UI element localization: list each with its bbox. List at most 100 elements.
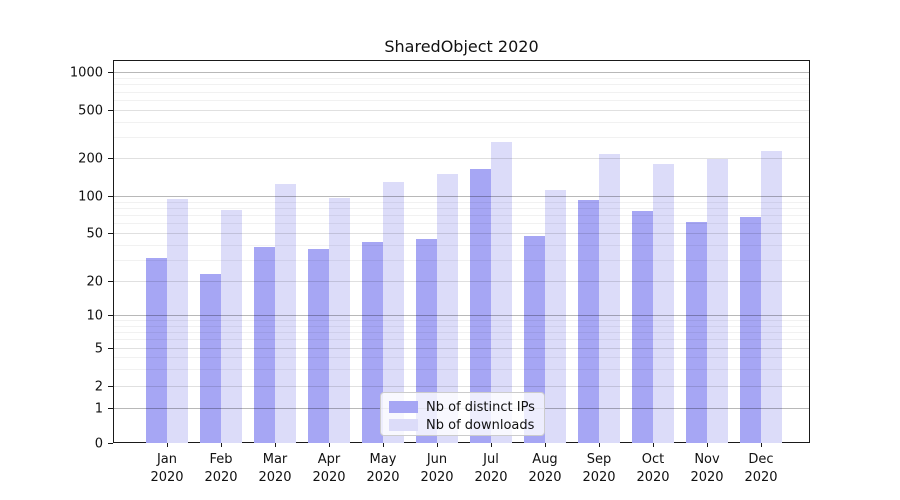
y-tick-label: 50 [86,226,103,241]
x-tick-mark [599,443,600,447]
gridline [114,244,809,246]
bar [578,199,599,443]
bar [362,242,383,443]
legend-item: Nb of distinct IPs [389,398,536,416]
bar [707,158,728,443]
gridline [114,207,809,209]
x-tick-mark [653,443,654,447]
x-tick-label: Jun 2020 [420,452,454,485]
x-tick-label: Jan 2020 [150,452,184,485]
bar [632,211,653,443]
bar [470,168,491,443]
bar [524,236,545,443]
y-tick-mark [108,386,113,387]
x-tick-label: Mar 2020 [258,452,292,485]
bar [308,248,329,443]
x-tick-label: Feb 2020 [204,452,238,485]
y-tick-label: 1000 [69,65,103,80]
y-tick-mark [108,408,113,409]
gridline [114,121,809,123]
legend: Nb of distinct IPs Nb of downloads [380,392,545,436]
x-tick-mark [437,443,438,447]
y-tick-label: 1 [94,401,103,416]
gridline [114,331,809,333]
x-tick-mark [491,443,492,447]
y-tick-mark [108,348,113,349]
legend-swatch [389,401,418,413]
y-tick-label: 10 [86,308,103,323]
gridline [114,348,809,349]
gridline [114,158,809,159]
gridline [114,386,809,387]
y-tick-label: 200 [78,151,103,166]
y-tick-label: 0 [94,436,103,451]
bar [146,258,167,443]
y-tick-label: 500 [78,103,103,118]
bar [545,189,566,443]
x-tick-mark [275,443,276,447]
x-tick-mark [221,443,222,447]
legend-label: Nb of distinct IPs [426,399,535,415]
bar [761,150,782,443]
gridline [114,339,809,341]
x-tick-label: Sep 2020 [582,452,616,485]
bar [167,198,188,443]
y-tick-label: 5 [94,341,103,356]
y-tick-mark [108,443,113,444]
x-tick-label: Nov 2020 [690,452,724,485]
gridline [114,369,809,371]
bar [686,221,707,443]
bar [416,238,437,443]
x-tick-mark [383,443,384,447]
gridline [114,281,809,282]
gridline [114,325,809,327]
x-tick-label: Aug 2020 [528,452,562,485]
x-tick-label: Oct 2020 [636,452,670,485]
y-tick-label: 2 [94,379,103,394]
gridline [114,196,809,197]
gridline [114,136,809,138]
x-tick-label: Dec 2020 [744,452,778,485]
y-tick-mark [108,196,113,197]
plot-area [113,60,810,443]
y-tick-mark [108,110,113,111]
gridline [114,315,809,316]
legend-item: Nb of downloads [389,416,536,434]
x-tick-label: Jul 2020 [474,452,508,485]
x-tick-mark [707,443,708,447]
x-tick-mark [545,443,546,447]
bar [491,142,512,443]
bar [221,209,242,443]
bar [653,163,674,443]
x-tick-mark [167,443,168,447]
bar [254,247,275,443]
gridline [114,259,809,261]
bar [275,184,296,443]
y-tick-mark [108,72,113,73]
bar [200,273,221,443]
chart-title: SharedObject 2020 [384,37,539,56]
gridline [114,72,809,73]
gridline [114,201,809,203]
gridline [114,233,809,234]
y-tick-label: 20 [86,274,103,289]
bar [599,153,620,443]
x-tick-mark [329,443,330,447]
gridline [114,110,809,111]
y-tick-mark [108,315,113,316]
y-tick-mark [108,281,113,282]
gridline [114,100,809,101]
gridline [114,223,809,225]
gridline [114,91,809,93]
bar [329,197,350,443]
y-tick-label: 100 [78,189,103,204]
x-tick-label: May 2020 [366,452,400,485]
y-tick-mark [108,233,113,234]
gridline [114,84,809,86]
gridline [114,215,809,217]
gridline [114,320,809,322]
y-tick-mark [108,158,113,159]
gridline [114,357,809,359]
bar [437,173,458,443]
